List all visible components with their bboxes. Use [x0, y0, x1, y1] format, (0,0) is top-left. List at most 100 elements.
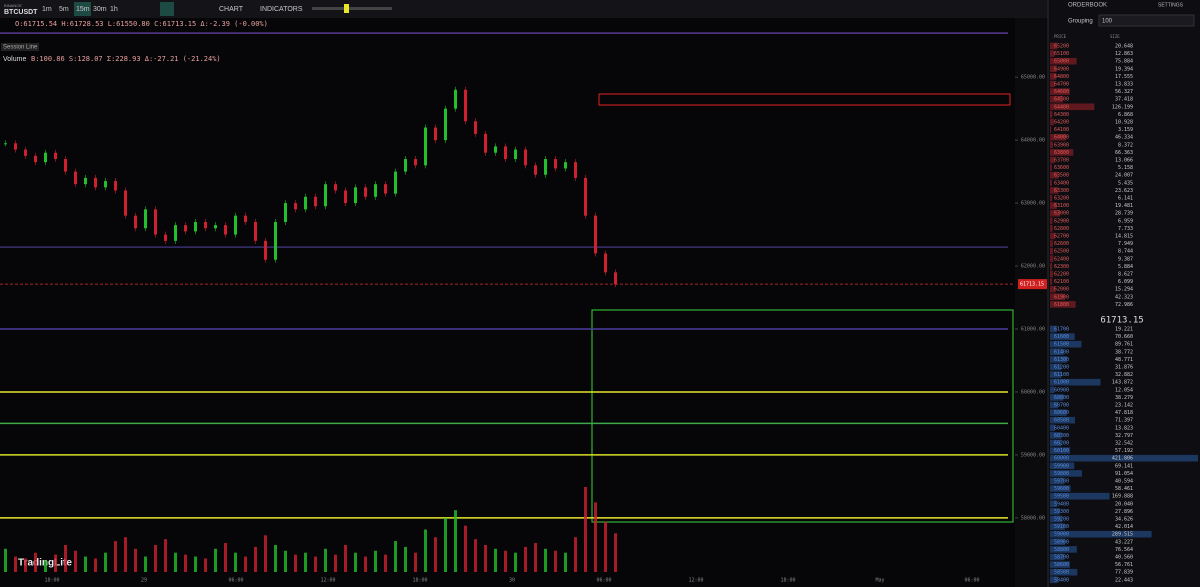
- price: 63300: [1054, 188, 1069, 194]
- depth-bar: [1050, 179, 1052, 187]
- depth-bar: [1050, 401, 1059, 409]
- slider-handle[interactable]: [344, 4, 349, 13]
- size: 5.435: [1118, 180, 1133, 186]
- price: 65100: [1054, 51, 1069, 57]
- candle: [184, 225, 187, 232]
- price: 63900: [1054, 142, 1069, 148]
- size: 75.884: [1115, 59, 1133, 65]
- depth-bar: [1050, 247, 1054, 255]
- grouping-input[interactable]: [1098, 14, 1195, 27]
- size: 40.594: [1115, 479, 1133, 485]
- symbol[interactable]: BTCUSDT: [4, 9, 38, 16]
- price: 61500: [1054, 342, 1069, 348]
- candle: [74, 171, 77, 185]
- volume-bar: [164, 539, 167, 572]
- candle: [294, 203, 297, 210]
- size: 6.141: [1118, 196, 1133, 202]
- timeframe[interactable]: 15m: [76, 6, 90, 13]
- depth-bar: [1050, 485, 1071, 492]
- candle: [34, 155, 37, 163]
- size: 47.818: [1115, 410, 1133, 416]
- orderbook-tab[interactable]: ORDERBOOK: [1068, 3, 1107, 9]
- volume-bar: [554, 550, 557, 572]
- volume-bar: [374, 550, 377, 572]
- volume-bar: [594, 502, 597, 572]
- price: 59900: [1054, 463, 1069, 469]
- volume-bar: [284, 550, 287, 572]
- price: 61700: [1054, 327, 1069, 333]
- candle: [154, 209, 157, 235]
- candle: [104, 181, 107, 188]
- y-tick-label: 62000.00: [1021, 264, 1045, 270]
- price: 61100: [1054, 372, 1069, 378]
- session-badge: [1, 43, 39, 51]
- candle: [534, 165, 537, 175]
- volume-bar: [94, 558, 97, 572]
- y-tick-label: 60000.00: [1021, 389, 1045, 395]
- depth-bar: [1050, 278, 1053, 285]
- depth-bar: [1050, 576, 1058, 584]
- volume-bar: [194, 556, 197, 572]
- price: 60300: [1054, 433, 1069, 439]
- volume-bar: [404, 546, 407, 572]
- chart-button[interactable]: CHART: [219, 6, 244, 13]
- volume-bar: [54, 554, 57, 572]
- price: 61000: [1054, 380, 1069, 386]
- opacity-slider[interactable]: [312, 7, 392, 10]
- chart-type-button[interactable]: [160, 2, 174, 16]
- depth-bar: [1050, 202, 1057, 209]
- grouping-value[interactable]: 100: [1102, 19, 1113, 25]
- candle: [164, 234, 167, 241]
- price-axis: [1015, 18, 1048, 587]
- volume-bar: [394, 541, 397, 572]
- timeframe[interactable]: 5m: [59, 6, 69, 13]
- size: 32.797: [1115, 433, 1133, 439]
- price: 61800: [1054, 302, 1069, 308]
- size: 69.141: [1115, 463, 1133, 469]
- size: 48.771: [1115, 357, 1133, 363]
- volume-bar: [224, 543, 227, 572]
- depth-bar: [1050, 363, 1062, 371]
- candle: [544, 159, 547, 175]
- timeframe[interactable]: 1h: [110, 6, 118, 13]
- depth-bar: [1050, 217, 1053, 225]
- depth-bar: [1050, 470, 1082, 477]
- size: 7.733: [1118, 226, 1133, 232]
- candle: [84, 177, 87, 185]
- depth-bar: [1050, 568, 1078, 576]
- size: 42.323: [1115, 294, 1133, 300]
- candle: [384, 184, 387, 194]
- settings-tab[interactable]: SETTINGS: [1158, 2, 1184, 8]
- volume-bar: [264, 535, 267, 572]
- y-tick-label: 64000.00: [1021, 138, 1045, 144]
- candle: [614, 272, 617, 285]
- highlight-box: [598, 93, 1011, 106]
- volume-bar: [254, 546, 257, 572]
- size: 6.959: [1118, 218, 1133, 224]
- volume-bar: [494, 548, 497, 572]
- volume-bar: [64, 544, 67, 572]
- price: 59600: [1054, 486, 1069, 492]
- timeframe[interactable]: 30m: [93, 6, 107, 13]
- price: 63800: [1054, 150, 1069, 156]
- size: 32.542: [1115, 441, 1133, 447]
- price: 60100: [1054, 448, 1069, 454]
- depth-bar: [1050, 209, 1061, 217]
- candle: [224, 225, 227, 235]
- timeframe[interactable]: 1m: [42, 6, 52, 13]
- depth-bar: [1050, 447, 1071, 454]
- volume-bar: [304, 552, 307, 572]
- indicators-button[interactable]: INDICATORS: [260, 6, 303, 13]
- volume-bar: [74, 550, 77, 572]
- size: 143.872: [1112, 380, 1133, 386]
- price: 61900: [1054, 294, 1069, 300]
- depth-bar: [1050, 356, 1068, 363]
- depth-bar: [1050, 255, 1054, 263]
- ohlc-legend: O:61715.54 H:61728.53 L:61550.80 C:61713…: [15, 20, 268, 28]
- price: 62800: [1054, 226, 1069, 232]
- volume-bar: [614, 533, 617, 572]
- depth-bar: [1050, 42, 1058, 50]
- depth-bar: [1050, 386, 1055, 394]
- depth-bar: [1050, 111, 1053, 118]
- size: 6.099: [1118, 279, 1133, 285]
